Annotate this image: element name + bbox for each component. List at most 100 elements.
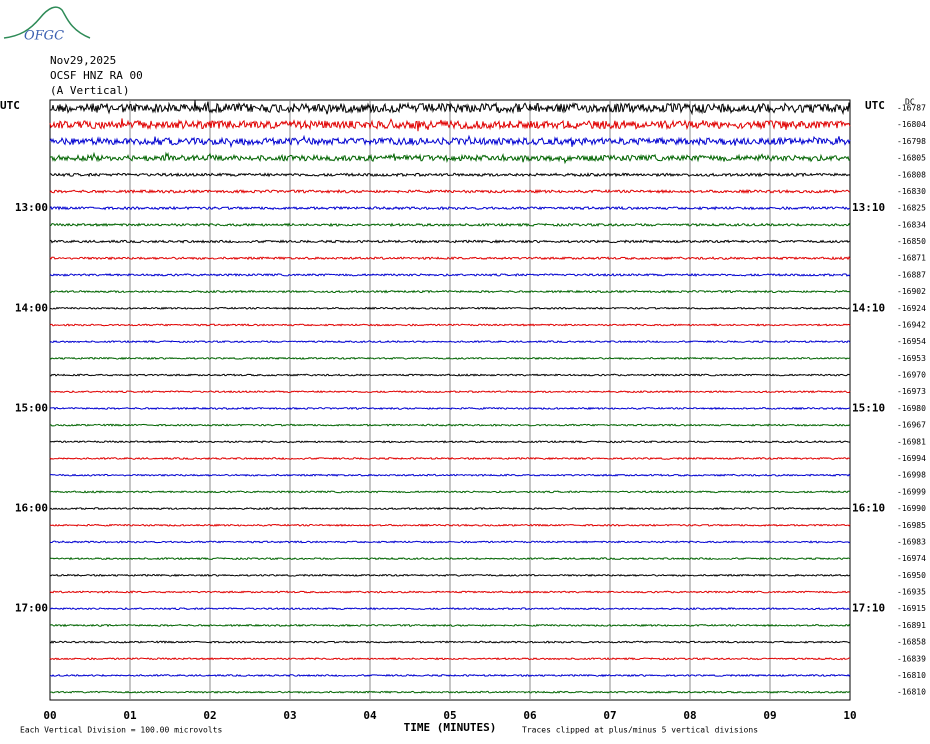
dc-offset: -16858	[897, 638, 926, 647]
trace	[49, 606, 851, 611]
trace	[49, 657, 850, 661]
x-tick-label: 01	[123, 709, 137, 722]
dc-offset: -16998	[897, 471, 926, 480]
trace	[49, 373, 851, 377]
right-time: 14:10	[852, 301, 885, 314]
dc-offset: -16970	[897, 371, 926, 380]
dc-offset: -16994	[897, 454, 926, 463]
dc-offset: -16990	[897, 504, 926, 513]
trace	[49, 239, 851, 244]
x-tick-label: 03	[283, 709, 296, 722]
dc-offset: -16798	[897, 137, 926, 146]
dc-offset: -16810	[897, 671, 926, 680]
trace	[49, 306, 851, 310]
trace	[49, 356, 851, 360]
right-time: 17:10	[852, 602, 885, 615]
dc-offset: -16850	[897, 237, 926, 246]
dc-offset: -16973	[897, 387, 926, 396]
trace	[49, 390, 851, 394]
dc-offset: -16985	[897, 521, 926, 530]
left-time: 14:00	[15, 301, 48, 314]
trace	[49, 640, 851, 644]
trace	[49, 256, 851, 261]
trace	[49, 423, 851, 427]
x-tick-label: 08	[683, 709, 696, 722]
footer-left: Each Vertical Division = 100.00 microvol…	[20, 726, 222, 735]
dc-offset: -16953	[897, 354, 926, 363]
dc-offset: -16808	[897, 170, 926, 179]
trace	[50, 673, 851, 678]
station: OCSF HNZ RA 00	[50, 69, 143, 82]
x-tick-label: 02	[203, 709, 216, 722]
x-tick-label: 09	[763, 709, 776, 722]
dc-offset: -16830	[897, 187, 926, 196]
dc-offset: -16974	[897, 554, 926, 563]
trace	[49, 473, 851, 477]
dc-label: DC	[905, 98, 915, 107]
trace	[49, 440, 851, 444]
dc-offset: -16804	[897, 120, 926, 129]
dc-offset: -16810	[897, 688, 926, 697]
x-tick-label: 10	[843, 709, 856, 722]
dc-offset: -16942	[897, 320, 926, 329]
trace	[49, 172, 851, 178]
x-axis-label: TIME (MINUTES)	[404, 721, 497, 734]
dc-offset: -16924	[897, 304, 926, 313]
right-axis-label: UTC	[865, 99, 885, 112]
left-time: 13:00	[15, 201, 48, 214]
trace	[49, 222, 851, 228]
dc-offset: -16871	[897, 254, 926, 263]
dc-offset: -16887	[897, 270, 926, 279]
right-time: 15:10	[852, 401, 885, 414]
logo-curve	[3, 6, 91, 39]
left-time: 15:00	[15, 401, 48, 414]
footer-right: Traces clipped at plus/minus 5 vertical …	[522, 726, 758, 735]
trace	[49, 100, 851, 116]
dc-offset: -16983	[897, 537, 926, 546]
trace	[50, 490, 850, 494]
dc-offset: -16787	[897, 104, 926, 113]
dc-offset: -16954	[897, 337, 926, 346]
dc-offset: -16834	[897, 220, 926, 229]
trace	[50, 690, 851, 694]
trace	[49, 523, 851, 527]
logo: OFGC	[3, 6, 91, 44]
dc-offset: -16825	[897, 204, 926, 213]
trace	[49, 456, 851, 461]
trace	[49, 340, 851, 344]
logo-text: OFGC	[24, 29, 64, 44]
dc-offset: -16950	[897, 571, 926, 580]
x-tick-label: 05	[443, 709, 456, 722]
dc-offset: -16999	[897, 487, 926, 496]
dc-offset: -16805	[897, 154, 926, 163]
component: (A Vertical)	[50, 84, 129, 97]
x-tick-label: 04	[363, 709, 377, 722]
trace	[49, 506, 851, 511]
left-time: 17:00	[15, 602, 48, 615]
dc-offset: -16839	[897, 654, 926, 663]
dc-offset: -16915	[897, 604, 926, 613]
dc-offset: -16967	[897, 421, 926, 430]
trace	[49, 272, 851, 277]
x-tick-label: 07	[603, 709, 616, 722]
right-time: 13:10	[852, 201, 885, 214]
trace	[49, 323, 851, 327]
dc-offset: -16935	[897, 588, 926, 597]
x-tick-label: 06	[523, 709, 537, 722]
trace	[49, 406, 851, 411]
trace	[49, 556, 851, 561]
trace	[49, 289, 851, 294]
trace	[49, 623, 851, 628]
dc-offset: -16980	[897, 404, 926, 413]
left-time: 16:00	[15, 502, 48, 515]
left-axis-label: UTC	[0, 99, 20, 112]
trace	[49, 134, 851, 149]
trace	[49, 590, 851, 594]
trace	[49, 573, 851, 577]
trace	[49, 205, 850, 211]
trace	[49, 118, 851, 132]
right-time: 16:10	[852, 502, 885, 515]
dc-offset: -16981	[897, 437, 926, 446]
trace	[49, 151, 851, 165]
